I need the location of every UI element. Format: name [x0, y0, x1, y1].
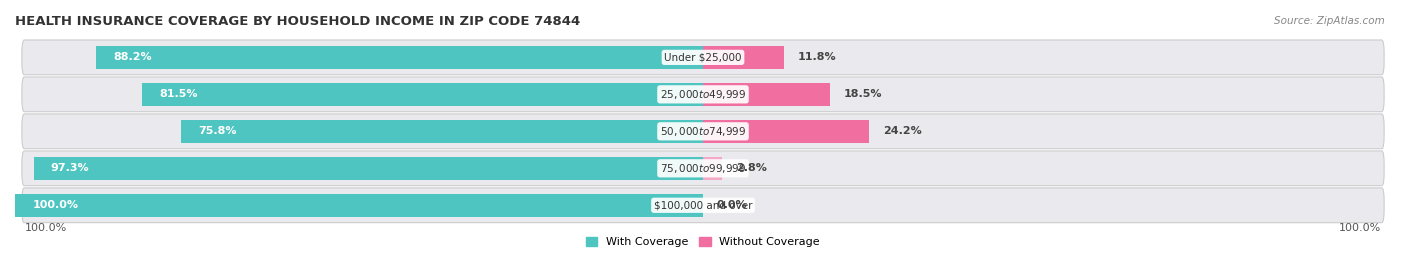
- Text: 18.5%: 18.5%: [844, 89, 883, 99]
- Bar: [703, 157, 723, 180]
- Text: Under $25,000: Under $25,000: [664, 52, 742, 62]
- Text: 24.2%: 24.2%: [883, 126, 922, 136]
- Text: $50,000 to $74,999: $50,000 to $74,999: [659, 125, 747, 138]
- Text: 100.0%: 100.0%: [32, 200, 79, 210]
- Text: 100.0%: 100.0%: [25, 223, 67, 233]
- FancyBboxPatch shape: [22, 151, 1384, 186]
- FancyBboxPatch shape: [22, 188, 1384, 223]
- FancyBboxPatch shape: [22, 40, 1384, 75]
- FancyBboxPatch shape: [22, 114, 1384, 149]
- Text: 88.2%: 88.2%: [114, 52, 152, 62]
- Text: $75,000 to $99,999: $75,000 to $99,999: [659, 162, 747, 175]
- Text: $25,000 to $49,999: $25,000 to $49,999: [659, 88, 747, 101]
- Text: HEALTH INSURANCE COVERAGE BY HOUSEHOLD INCOME IN ZIP CODE 74844: HEALTH INSURANCE COVERAGE BY HOUSEHOLD I…: [15, 15, 581, 28]
- Bar: [703, 46, 785, 69]
- Bar: [96, 46, 703, 69]
- Bar: [703, 83, 831, 106]
- Text: 75.8%: 75.8%: [198, 126, 238, 136]
- FancyBboxPatch shape: [22, 77, 1384, 112]
- Text: 100.0%: 100.0%: [1339, 223, 1381, 233]
- Text: $100,000 and over: $100,000 and over: [654, 200, 752, 210]
- Bar: [703, 120, 869, 143]
- Legend: With Coverage, Without Coverage: With Coverage, Without Coverage: [586, 237, 820, 247]
- Bar: [181, 120, 703, 143]
- Bar: [34, 157, 703, 180]
- Text: 2.8%: 2.8%: [735, 163, 766, 173]
- Bar: [15, 194, 703, 217]
- Text: 97.3%: 97.3%: [51, 163, 90, 173]
- Text: 81.5%: 81.5%: [159, 89, 198, 99]
- Text: Source: ZipAtlas.com: Source: ZipAtlas.com: [1274, 16, 1385, 26]
- Bar: [142, 83, 703, 106]
- Text: 11.8%: 11.8%: [799, 52, 837, 62]
- Text: 0.0%: 0.0%: [717, 200, 748, 210]
